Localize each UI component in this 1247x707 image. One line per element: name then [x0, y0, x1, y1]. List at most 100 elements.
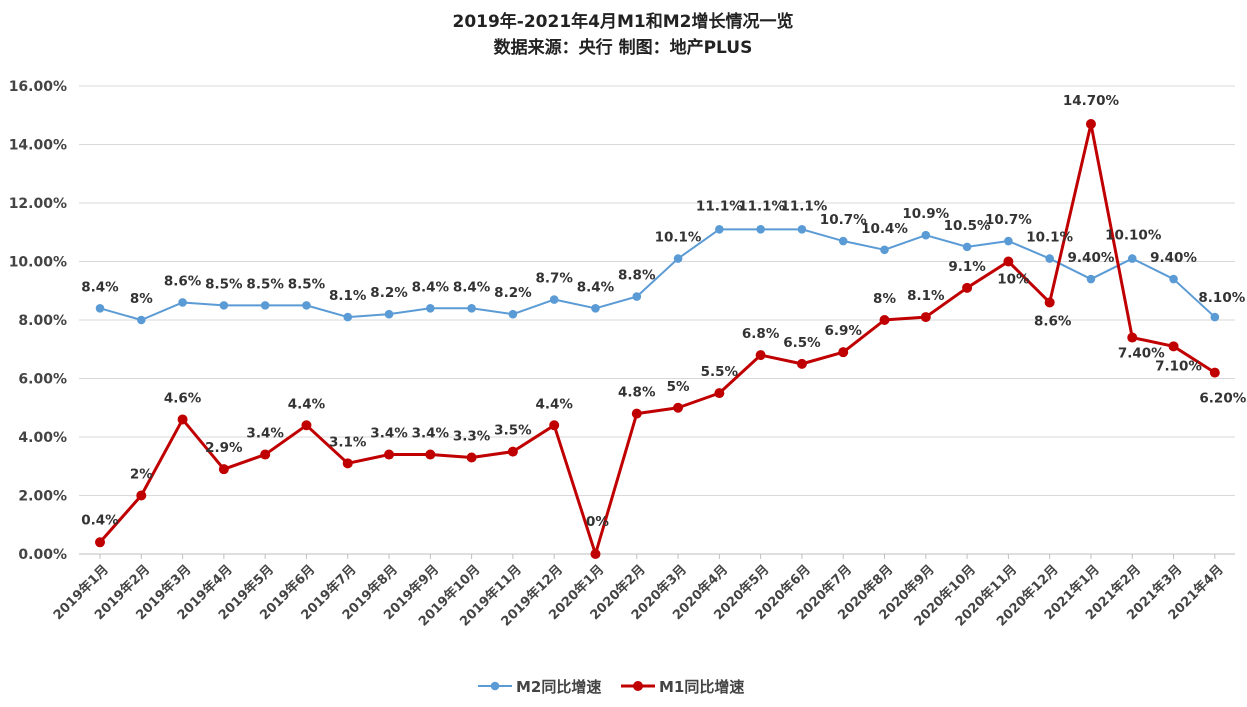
data-label-m1: 8% [873, 291, 896, 307]
y-tick-label: 16.00% [9, 79, 67, 95]
data-point-m1 [1127, 332, 1138, 343]
data-point-m2 [715, 225, 724, 234]
data-point-m1 [590, 549, 601, 559]
data-point-m2 [219, 301, 229, 310]
data-label-m2: 8% [130, 291, 153, 307]
data-label-m2: 9.40% [1150, 250, 1197, 266]
data-point-m2 [549, 295, 559, 304]
data-point-m2 [343, 312, 353, 322]
data-point-m1 [1044, 297, 1055, 308]
data-point-m1 [755, 350, 766, 361]
data-point-m2 [95, 304, 105, 313]
data-label-m2: 10.1% [655, 230, 702, 246]
y-tick-label: 4.00% [18, 430, 67, 446]
data-labels: 8.4%8%8.6% 8.5% 8.5% 8.5%8.1% 8.2% 8.4% 8.4% 8.… [81, 93, 1246, 530]
data-label-m1: 3.1% [329, 434, 367, 450]
data-point-m2 [632, 292, 642, 301]
data-point-m1 [796, 358, 807, 369]
data-label-m2: 10.7% [985, 212, 1032, 228]
data-label-m2: 8.6% [164, 273, 202, 289]
data-point-m2 [962, 242, 972, 252]
data-point-m1 [384, 449, 395, 460]
data-label-m2: 8.4% [81, 279, 119, 295]
y-tick-label: 8.00% [18, 313, 67, 329]
data-point-m1 [673, 402, 684, 413]
gridlines [79, 85, 1235, 555]
data-label-m1: 4.6% [164, 390, 202, 406]
data-point-m1 [879, 315, 890, 325]
data-point-m1 [714, 388, 725, 399]
y-tick-label: 10.00% [9, 255, 67, 271]
data-point-m2 [838, 236, 848, 246]
data-point-m1 [962, 282, 973, 293]
data-point-m2 [1004, 236, 1013, 246]
data-point-m2 [426, 304, 435, 313]
data-point-m1 [466, 452, 477, 463]
data-label-m2: 8.4% [412, 279, 450, 295]
data-point-m2 [260, 301, 270, 310]
data-point-m1 [1168, 341, 1179, 352]
data-label-m2: 8.5% [246, 276, 284, 292]
data-point-m2 [880, 245, 889, 255]
data-label-m1: 5.5% [701, 364, 739, 380]
data-point-m2 [1045, 254, 1054, 263]
data-point-m2 [591, 304, 600, 313]
data-point-m1 [631, 408, 642, 419]
data-point-m1 [301, 420, 312, 431]
data-point-m1 [342, 458, 353, 469]
legend: M2同比增速 M1同比增速 [478, 678, 744, 696]
data-label-m2: 11.1% [696, 198, 743, 214]
series-line-m1 [98, 122, 1216, 556]
data-label-m1: 3.5% [494, 423, 532, 439]
data-point-m2 [508, 309, 518, 319]
data-label-m1: 7.40% [1118, 346, 1165, 362]
data-point-m2 [921, 230, 931, 240]
y-tick-label: 0.00% [18, 547, 67, 563]
data-label-m2: 8.5% [205, 276, 243, 292]
data-point-m1 [507, 446, 518, 457]
legend-label-m2: M2同比增速 [516, 678, 601, 696]
data-label-m2: 11.1% [738, 198, 785, 214]
data-label-m1: 3.4% [370, 426, 408, 442]
data-label-m1: 2% [130, 467, 153, 483]
data-label-m1: 3.3% [453, 428, 491, 444]
data-label-m2: 10.9% [902, 206, 949, 222]
data-label-m2: 10.4% [861, 221, 908, 237]
data-point-m1 [1209, 367, 1220, 378]
data-label-m1: 4.4% [288, 396, 326, 412]
data-label-m2: 10.5% [944, 218, 991, 234]
data-label-m1: 0% [586, 514, 609, 530]
data-label-m1: 3.4% [412, 426, 450, 442]
data-label-m2: 8.2% [370, 285, 408, 301]
data-label-m1: 0.4% [81, 512, 119, 528]
data-point-m1 [1003, 256, 1014, 267]
chart-title: 2019年-2021年4月M1和M2增长情况一览 [452, 11, 793, 32]
legend-marker-m1 [633, 681, 643, 691]
data-point-m2 [797, 225, 807, 234]
data-label-m1: 14.70% [1063, 93, 1120, 109]
data-label-m2: 8.5% [288, 276, 326, 292]
data-point-m2 [136, 315, 146, 325]
data-label-m2: 10.7% [820, 212, 867, 228]
data-label-m2: 8.4% [453, 279, 491, 295]
data-label-m1: 6.20% [1199, 391, 1246, 407]
y-tick-label: 2.00% [18, 489, 67, 505]
data-point-m2 [302, 301, 311, 310]
data-label-m2: 10.10% [1105, 228, 1162, 244]
data-label-m1: 7.10% [1155, 358, 1202, 374]
data-label-m1: 6.9% [824, 323, 862, 339]
data-label-m2: 8.2% [494, 285, 532, 301]
data-point-m1 [136, 490, 147, 501]
data-label-m1: 6.8% [742, 326, 780, 342]
data-point-m2 [467, 304, 476, 313]
data-label-m1: 10% [997, 272, 1030, 288]
y-tick-label: 14.00% [9, 138, 67, 154]
data-label-m1: 5% [667, 379, 690, 395]
data-point-m2 [756, 225, 765, 234]
y-tick-label: 12.00% [9, 196, 67, 212]
y-axis-ticks: 0.00% 2.00% 4.00% 6.00% 8.00% 10.00% 12.00% 14.… [9, 79, 67, 563]
legend-marker-m2 [490, 681, 500, 691]
x-axis-ticks: 2019年1月2019年2月2019年3月2019年4月2019年5月2019年… [50, 554, 1227, 630]
data-label-m1: 4.8% [618, 385, 656, 401]
